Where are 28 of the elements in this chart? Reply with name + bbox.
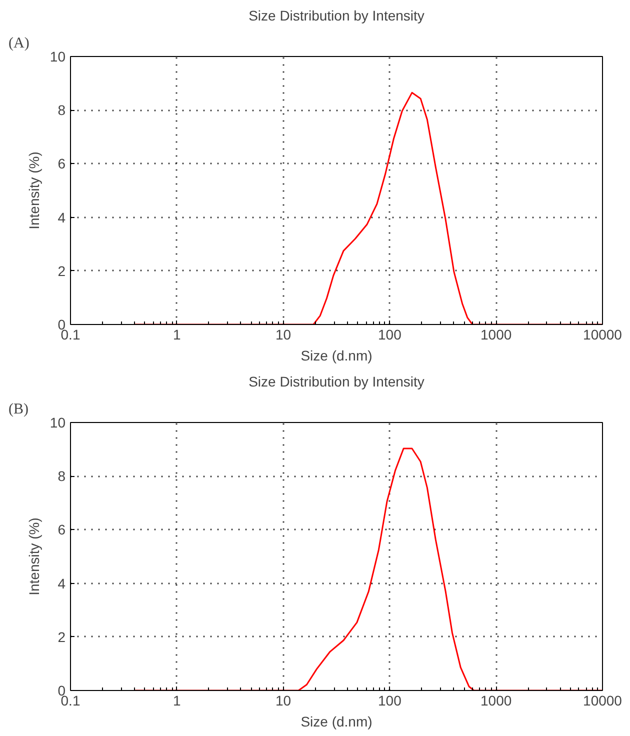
- y-tick-label: 10: [50, 414, 66, 430]
- x-tick-label: 100: [378, 692, 402, 708]
- x-tick-label: 100: [378, 326, 402, 342]
- text: (B): [8, 402, 28, 418]
- x-tick-label: 10000: [583, 692, 622, 708]
- y-tick-label: 2: [58, 628, 66, 645]
- y-axis-title: Intensity (%): [26, 152, 42, 230]
- y-axis-title: Intensity (%): [26, 518, 42, 596]
- x-tick-label: 10: [276, 692, 292, 708]
- x-tick-label: 1: [173, 326, 182, 342]
- y-tick-label: 6: [58, 522, 66, 538]
- x-tick-label: 10000: [583, 326, 622, 342]
- y-tick-label: 10: [50, 48, 66, 64]
- chart-title: Size Distribution by Intensity: [248, 374, 424, 390]
- chart-title: Size Distribution by Intensity: [248, 8, 424, 24]
- x-tick-label: 1000: [480, 692, 512, 708]
- x-axis-title: Size (d.nm): [300, 714, 372, 730]
- y-tick-label: 2: [58, 262, 66, 279]
- x-tick-label: 1: [173, 692, 182, 708]
- text: (A): [8, 36, 30, 52]
- y-tick-label: 8: [58, 468, 66, 484]
- y-tick-label: 8: [58, 102, 66, 118]
- x-axis-title: Size (d.nm): [300, 348, 372, 364]
- y-tick-label: 4: [58, 209, 66, 226]
- y-tick-label: 4: [58, 575, 66, 592]
- x-tick-label: 10: [276, 326, 292, 342]
- y-tick-label: 6: [58, 156, 66, 172]
- x-tick-label: 1000: [480, 326, 512, 342]
